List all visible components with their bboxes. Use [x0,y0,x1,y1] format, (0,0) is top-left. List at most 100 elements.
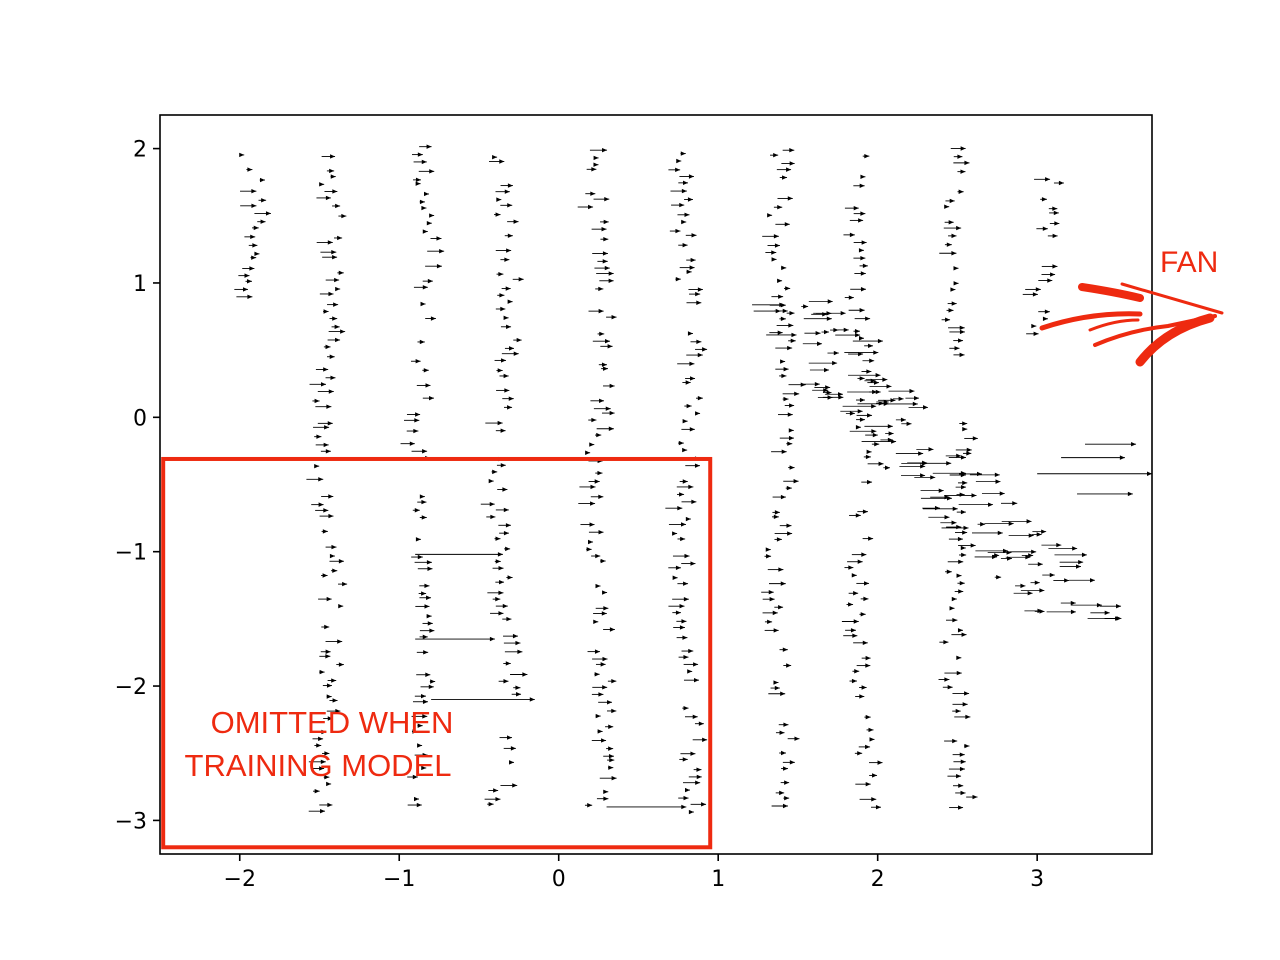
arrow-head [690,376,696,381]
arrow-head [602,685,608,690]
arrow-head [868,343,874,349]
arrow-head [681,188,687,194]
arrow-head [327,240,333,245]
arrow-head [425,672,431,677]
arrow-head [1002,548,1008,554]
arrow-head [958,189,964,194]
arrow-head [499,293,505,298]
arrow-head [873,350,879,355]
arrow-head [859,397,865,403]
arrow-head [817,341,823,346]
arrow-head [767,619,773,625]
arrow-head [950,287,956,292]
arrow-head [598,286,604,292]
arrow-head [858,336,864,341]
arrow-head [260,177,266,183]
arrow-head [869,358,875,363]
arrow-head [498,590,504,596]
arrow-head [951,233,957,239]
arrow-head [594,649,600,654]
arrow-head [857,409,863,414]
arrow-head [335,337,341,343]
arrow-head [823,329,829,335]
arrow-head [781,449,787,454]
arrow-head [1020,583,1026,589]
arrow-head [773,234,779,239]
arrow-head [865,744,871,750]
arrow-head [601,738,607,743]
arrow-head [509,760,515,765]
arrow-head [682,479,688,484]
arrow-head [500,463,506,468]
x-tick-label: −2 [224,867,256,892]
arrow-head [417,554,423,560]
arrow-head [789,310,795,316]
arrow-head [787,345,793,351]
arrow-head [608,426,614,431]
arrow-head [898,396,904,402]
arrow-head [597,729,603,734]
arrow-head [325,195,331,201]
arrow-head [833,327,839,333]
arrow-head [335,203,341,209]
arrow-head [1028,533,1034,538]
arrow-head [786,167,792,172]
arrow-head [506,324,512,329]
arrow-head [504,189,510,194]
arrow-head [1012,501,1018,506]
arrow-head [426,220,432,226]
arrow-head [500,306,506,312]
arrow-head [875,373,881,378]
arrow-head [768,590,774,595]
arrow-head [684,212,690,217]
arrow-head [783,396,789,402]
arrow-head [859,417,865,422]
arrow-head [695,411,701,416]
arrow-head [488,478,494,484]
arrow-head [518,277,524,282]
arrow-head [501,358,507,363]
arrow-head [590,484,596,490]
arrow-head [686,403,692,409]
arrow-head [603,366,609,371]
fan-label: FAN [1160,246,1218,279]
arrow-head [421,693,427,699]
arrow-head [944,677,950,682]
omitted-region-box [161,456,713,850]
arrow-head [960,759,966,764]
arrow-head [690,751,696,756]
arrow-head [424,604,430,609]
arrow-head [597,470,603,476]
arrow-head [332,316,338,321]
arrow-head [971,493,977,498]
arrow-head [695,291,701,297]
arrow-head [782,647,788,652]
arrow-head [415,537,421,542]
arrow-head [827,395,833,400]
y-tick-label: −2 [115,675,147,700]
arrow-head [436,264,442,269]
arrow-head [1025,555,1031,560]
arrow-head [1070,600,1076,606]
arrow-head [691,233,697,238]
arrow-head [848,602,854,607]
arrow-head [507,405,513,410]
arrow-head [778,605,784,610]
arrow-head [777,330,783,335]
arrow-head [1031,323,1037,329]
arrow-head [878,461,884,467]
arrow-head [1045,177,1051,182]
arrow-head [882,377,888,382]
arrow-head [959,325,965,330]
arrow-head [945,317,951,322]
arrow-head [697,287,703,292]
arrow-head [909,388,915,394]
arrow-head [327,802,333,808]
arrow-head [800,382,806,387]
arrow-head [1042,316,1048,321]
x-tick-label: 0 [552,867,566,892]
arrow-head [702,347,708,352]
arrow-head [602,251,608,256]
arrow-head [788,323,794,328]
arrow-head [952,738,958,744]
